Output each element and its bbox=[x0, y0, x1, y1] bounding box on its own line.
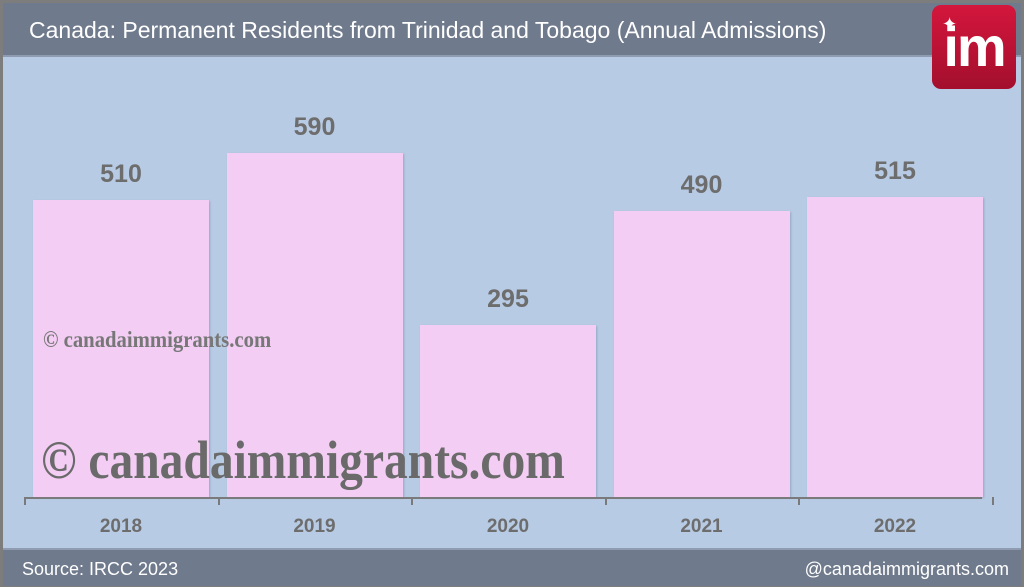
chart-footer: Source: IRCC 2023 @canadaimmigrants.com bbox=[3, 548, 1021, 586]
bar-2022 bbox=[807, 196, 983, 497]
chart-frame: Canada: Permanent Residents from Trinida… bbox=[3, 3, 1021, 586]
logo-text: im bbox=[943, 15, 1006, 78]
bar-2020 bbox=[420, 325, 596, 497]
brand-logo: ✦ im bbox=[932, 5, 1016, 89]
value-label-2018: 510 bbox=[100, 159, 142, 188]
x-tick-label-2022: 2022 bbox=[873, 516, 917, 537]
x-axis-tick bbox=[991, 497, 994, 505]
value-label-2019: 590 bbox=[293, 113, 336, 141]
x-axis-tick bbox=[24, 497, 26, 505]
source-label: Source: IRCC 2023 bbox=[22, 559, 179, 579]
value-label-2021: 490 bbox=[680, 171, 723, 200]
x-axis-tick bbox=[411, 497, 413, 505]
x-axis-tick bbox=[217, 497, 220, 505]
x-axis-tick bbox=[798, 497, 800, 505]
bar-2018 bbox=[33, 199, 209, 497]
maple-leaf-icon: ✦ bbox=[942, 14, 958, 34]
x-tick-label-2021: 2021 bbox=[680, 516, 723, 537]
watermark-large: © canadaimmigrants.com bbox=[41, 430, 565, 490]
watermark-small: © canadaimmigrants.com bbox=[43, 327, 272, 352]
plot-area: © canadaimmigrants.com © canadaimmigrant… bbox=[3, 57, 1021, 548]
x-tick-label-2020: 2020 bbox=[486, 516, 530, 537]
x-tick-label-2018: 2018 bbox=[99, 516, 143, 537]
chart-title: Canada: Permanent Residents from Trinida… bbox=[29, 17, 827, 43]
value-label-2020: 295 bbox=[487, 285, 529, 313]
x-axis-line bbox=[24, 497, 982, 499]
value-label-2022: 515 bbox=[874, 156, 916, 185]
bar-2021 bbox=[613, 211, 790, 497]
x-axis-tick bbox=[604, 497, 607, 505]
chart-header: Canada: Permanent Residents from Trinida… bbox=[3, 3, 1021, 57]
site-handle: @canadaimmigrants.com bbox=[804, 559, 1009, 579]
bar-2019 bbox=[226, 153, 403, 497]
x-tick-label-2019: 2019 bbox=[293, 516, 336, 537]
